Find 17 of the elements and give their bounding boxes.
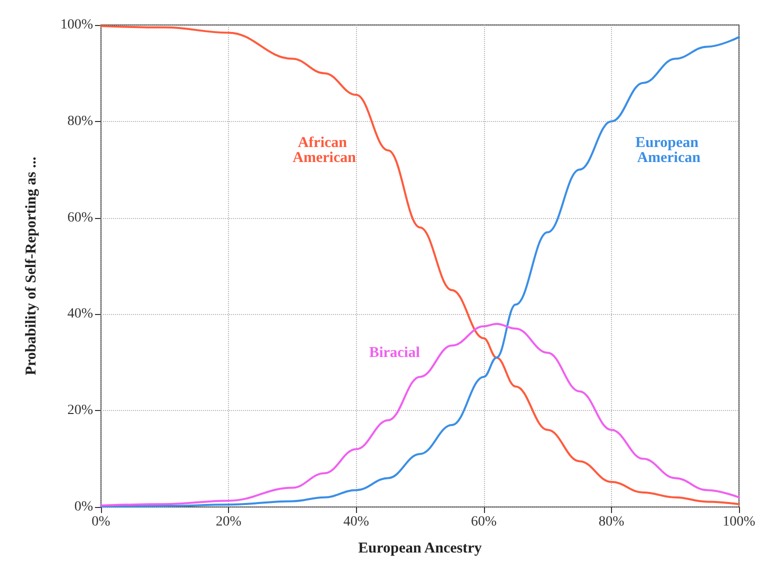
y-tick-label: 20% bbox=[67, 403, 94, 418]
x-tick-label: 100% bbox=[722, 514, 756, 530]
series-label: European American bbox=[635, 134, 702, 166]
x-tick-label: 80% bbox=[598, 514, 625, 530]
series-label: Biracial bbox=[369, 344, 420, 361]
x-tick-label: 20% bbox=[216, 514, 242, 530]
x-axis-title: European Ancestry bbox=[358, 540, 482, 556]
x-tick-label: 60% bbox=[470, 514, 497, 530]
y-tick-label: 0% bbox=[74, 500, 94, 514]
y-tick-label: 100% bbox=[60, 18, 94, 32]
x-tick-label: 40% bbox=[343, 514, 370, 530]
y-tick-label: 80% bbox=[67, 114, 94, 129]
y-axis-title: Probability of Self-Reporting as ... bbox=[24, 156, 40, 376]
y-tick-label: 40% bbox=[67, 306, 94, 322]
x-tick-label: 0% bbox=[92, 514, 111, 530]
y-tick-label: 60% bbox=[67, 210, 94, 226]
series-label: African American bbox=[292, 134, 357, 166]
